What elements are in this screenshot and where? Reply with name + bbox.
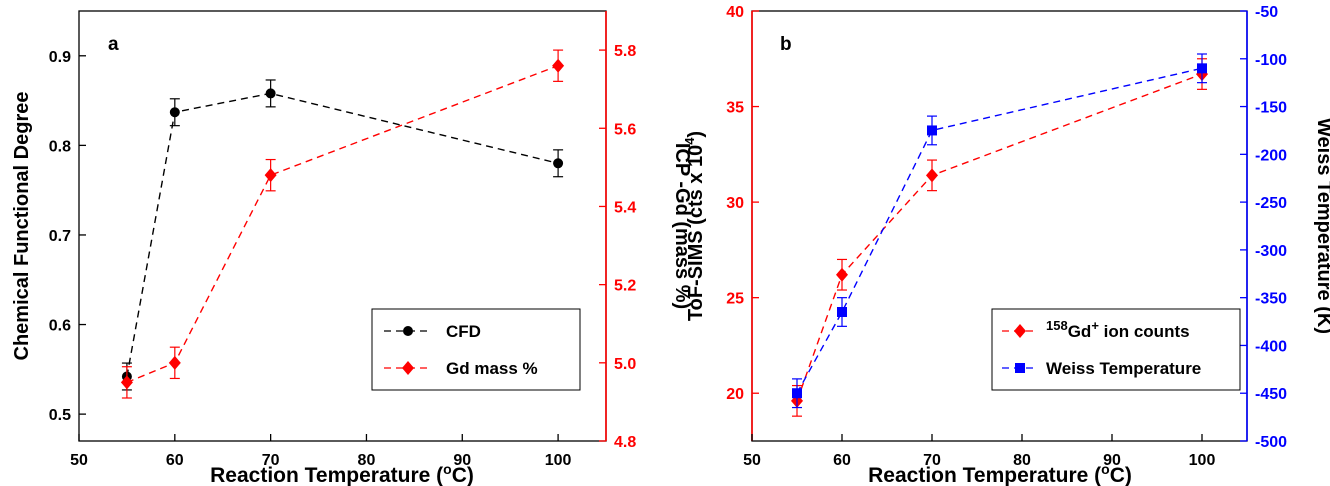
data-point <box>927 125 937 136</box>
legend-a: CFD Gd mass % <box>371 308 581 391</box>
y-tick-label-right: 5.8 <box>614 43 636 60</box>
legend-b: 158Gd+ ion counts Weiss Temperature <box>991 308 1241 391</box>
data-point <box>926 168 938 183</box>
x-tick-label: 60 <box>833 452 851 469</box>
y-ticks-left-b: 20 25 30 35 40 <box>726 4 759 403</box>
y-ticks-right-a: 4.8 5.0 5.2 5.4 5.6 5.8 <box>599 43 636 451</box>
y-tick-label-right: -400 <box>1255 338 1287 355</box>
panel-label-b: b <box>780 34 792 55</box>
legend-marker-gd-ion <box>1014 324 1026 338</box>
y-tick-label-right: 5.4 <box>614 199 636 216</box>
data-point <box>264 168 277 183</box>
data-point <box>1197 63 1207 74</box>
data-point <box>837 307 847 317</box>
legend-item-gd-mass: Gd mass % <box>384 359 538 378</box>
panel-a: a 50 60 70 80 90 100 0.5 0.6 0.7 0.8 0.9 4.8 5.0 5.… <box>11 10 693 486</box>
y-tick-label-right: -200 <box>1255 147 1287 164</box>
y-tick-label-left: 40 <box>726 4 744 21</box>
y-tick-label-right: -50 <box>1255 4 1278 21</box>
y-axis-label-right-a: ICP -Gd (mass %) <box>671 143 693 309</box>
y-tick-label-right: 5.2 <box>614 278 636 295</box>
x-tick-label: 60 <box>166 452 184 469</box>
x-tick-label: 90 <box>1103 452 1121 469</box>
series-layer-b <box>791 53 1208 417</box>
panel-label-a: a <box>108 34 119 55</box>
y-tick-label-left: 20 <box>726 386 744 403</box>
y-tick-label-right: 5.0 <box>614 356 636 373</box>
data-point <box>169 107 180 118</box>
legend-label-cfd: CFD <box>446 322 481 341</box>
y-axis-label-left-b: ToF-SIMS (cts x 104) <box>682 131 707 321</box>
y-tick-label-right: 5.6 <box>614 121 636 138</box>
y-tick-label-right: -450 <box>1255 386 1287 403</box>
series-line-a-1 <box>126 65 559 384</box>
x-tick-label: 80 <box>358 452 376 469</box>
y-tick-label-left: 0.7 <box>49 228 71 245</box>
y-tick-label-right: -150 <box>1255 100 1287 117</box>
y-tick-label-left: 0.6 <box>49 318 71 335</box>
y-ticks-left-a: 0.5 0.6 0.7 0.8 0.9 <box>49 49 86 424</box>
legend-marker-gd-mass <box>402 361 414 375</box>
y-tick-label-right: -300 <box>1255 243 1287 260</box>
y-axis-label-left-a: Chemical Functional Degree <box>11 92 33 361</box>
x-tick-label: 80 <box>1013 452 1031 469</box>
x-tick-label: 100 <box>1189 452 1216 469</box>
y-tick-label-left: 25 <box>726 291 744 308</box>
legend-box-b <box>991 308 1241 391</box>
data-point <box>120 375 133 390</box>
x-tick-label: 70 <box>923 452 941 469</box>
series-line-a-0 <box>126 92 559 377</box>
series-line-b-0 <box>796 73 1203 402</box>
y-tick-label-right: -100 <box>1255 52 1287 69</box>
data-point <box>836 267 848 282</box>
legend-item-weiss: Weiss Temperature <box>1002 359 1201 378</box>
legend-label-gd-mass: Gd mass % <box>446 359 538 378</box>
y-ticks-right-b: -500 -450 -400 -350 -300 -250 -200 -150 -100 -50 <box>1240 4 1287 451</box>
x-tick-label: 70 <box>262 452 280 469</box>
data-point <box>265 88 276 99</box>
legend-marker-cfd <box>403 326 413 336</box>
y-tick-label-left: 0.9 <box>49 49 71 66</box>
y-axis-label-right-b: Weiss Temperature (K) <box>1313 118 1330 334</box>
y-tick-label-right: -250 <box>1255 195 1287 212</box>
series-line-b-1 <box>796 67 1203 394</box>
legend-marker-weiss <box>1015 363 1025 373</box>
x-tick-label: 50 <box>743 452 761 469</box>
legend-label-weiss: Weiss Temperature <box>1046 359 1201 378</box>
x-axis-label-a: Reaction Temperature (oC) <box>210 461 474 486</box>
data-point <box>552 58 565 73</box>
series-layer-a <box>120 49 565 399</box>
x-ticks-a: 50 60 70 80 90 100 <box>70 434 572 469</box>
x-ticks-b: 50 60 70 80 90 100 <box>743 434 1215 469</box>
legend-item-cfd: CFD <box>384 322 481 341</box>
data-point <box>553 158 564 169</box>
data-point <box>168 355 181 370</box>
y-tick-label-left: 35 <box>726 100 744 117</box>
x-axis-label-b: Reaction Temperature (oC) <box>868 461 1132 486</box>
y-tick-label-left: 0.5 <box>49 407 71 424</box>
data-point <box>792 388 802 399</box>
legend-label-gd-ion: 158Gd+ ion counts <box>1046 318 1190 341</box>
y-tick-label-left: 30 <box>726 195 744 212</box>
y-tick-label-right: 4.8 <box>614 434 636 451</box>
x-tick-label: 50 <box>70 452 88 469</box>
legend-box-a <box>371 308 581 391</box>
legend-item-gd-ion-counts: 158Gd+ ion counts <box>1002 318 1190 341</box>
y-tick-label-right: -500 <box>1255 434 1287 451</box>
x-tick-label: 90 <box>453 452 471 469</box>
y-tick-label-left: 0.8 <box>49 138 71 155</box>
y-tick-label-right: -350 <box>1255 291 1287 308</box>
x-tick-label: 100 <box>545 452 572 469</box>
